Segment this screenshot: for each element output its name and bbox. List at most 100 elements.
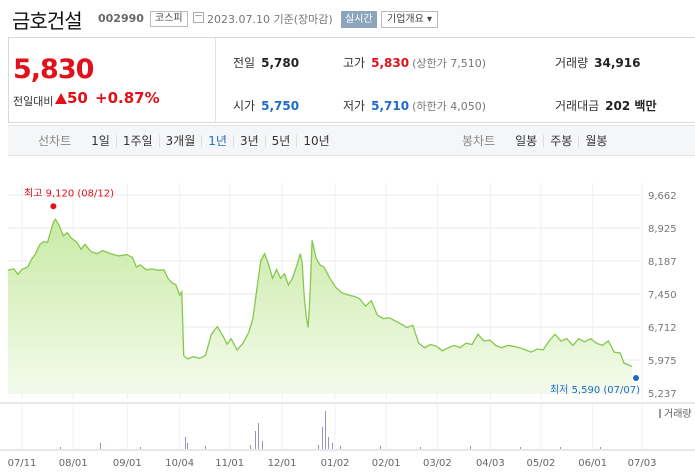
line-chart-periods: 선차트 1일 1주일 3개월 1년 3년 5년 10년 bbox=[38, 126, 336, 155]
high-cell: 고가 5,830 (상한가 7,510) bbox=[343, 54, 486, 71]
volume-bar bbox=[340, 446, 341, 449]
amount-value: 202 백만 bbox=[605, 99, 657, 113]
stock-name: 금호건설 bbox=[12, 9, 83, 33]
line-period-0[interactable]: 1일 bbox=[91, 133, 110, 148]
x-tick-label: 11/01 bbox=[215, 458, 244, 469]
divider bbox=[215, 38, 216, 122]
volume-bar bbox=[60, 447, 61, 449]
amount-label: 거래대금 bbox=[555, 99, 600, 113]
calendar-icon bbox=[193, 12, 204, 23]
volume-bar bbox=[318, 445, 319, 449]
volume-label: 거래량 bbox=[664, 408, 692, 420]
market-badge: 코스피 bbox=[150, 11, 188, 27]
prev-close-value: 5,780 bbox=[261, 56, 300, 70]
stock-code: 002990 bbox=[98, 12, 144, 25]
base-date: 2023.07.10 기준(장마감) bbox=[207, 13, 333, 26]
x-tick-label: 12/01 bbox=[268, 458, 297, 469]
line-period-6[interactable]: 10년 bbox=[296, 134, 335, 147]
high-label: 고가 bbox=[343, 56, 366, 70]
current-price: 5,830 bbox=[13, 54, 94, 85]
x-tick-label: 07/11 bbox=[8, 458, 37, 469]
line-period-1[interactable]: 1주일 bbox=[115, 134, 159, 147]
candle-period-1[interactable]: 주봉 bbox=[543, 134, 578, 147]
line-period-4[interactable]: 3년 bbox=[232, 134, 265, 147]
x-tick-label: 05/02 bbox=[527, 458, 556, 469]
volume-bar bbox=[262, 441, 263, 449]
high-point-marker bbox=[50, 203, 57, 210]
price-area bbox=[8, 219, 632, 393]
y-tick-label: 5,975 bbox=[648, 356, 677, 367]
upper-limit: (상한가 7,510) bbox=[412, 57, 486, 70]
volume-bar bbox=[380, 446, 381, 449]
candle-chart-label: 봉차트 bbox=[462, 134, 496, 148]
line-period-3[interactable]: 1년 bbox=[201, 134, 233, 147]
price-line bbox=[7, 218, 633, 368]
candle-period-2[interactable]: 월봉 bbox=[578, 134, 613, 147]
low-annotation: 최저 5,590 (07/07) bbox=[550, 384, 640, 396]
low-point-marker bbox=[633, 375, 639, 381]
low-value: 5,710 bbox=[371, 99, 410, 113]
realtime-button[interactable]: 실시간 bbox=[341, 11, 377, 28]
line-chart-label: 선차트 bbox=[38, 134, 72, 148]
open-label: 시가 bbox=[233, 99, 256, 113]
volume-bar bbox=[258, 423, 259, 449]
x-tick-label: 01/02 bbox=[321, 458, 350, 469]
candle-period-0[interactable]: 일봉 bbox=[515, 133, 538, 148]
volume-legend-icon bbox=[659, 409, 661, 418]
volume-bar bbox=[250, 445, 251, 449]
price-summary: 5,830 전일대비 50 +0.87% 전일 5,780 고가 5,830 (상한가… bbox=[8, 37, 695, 123]
low-cell: 저가 5,710 (하한가 4,050) bbox=[343, 97, 486, 114]
open-value: 5,750 bbox=[261, 99, 300, 113]
change-label: 전일대비 bbox=[13, 95, 54, 108]
volume-bar bbox=[100, 443, 101, 449]
volume-bar bbox=[470, 446, 471, 449]
change-value: 50 bbox=[67, 89, 88, 107]
volume-bar bbox=[140, 447, 141, 449]
volume-bar bbox=[255, 431, 256, 449]
volume-bar bbox=[420, 447, 421, 449]
y-tick-label: 6,712 bbox=[648, 323, 677, 334]
line-period-2[interactable]: 3개월 bbox=[158, 134, 202, 147]
volume-bar bbox=[520, 447, 521, 449]
y-tick-label: 9,662 bbox=[648, 191, 677, 202]
volume-bar bbox=[332, 443, 333, 449]
high-annotation: 최고 9,120 (08/12) bbox=[24, 187, 114, 199]
stock-header: 금호건설 002990 코스피 2023.07.10 기준(장마감) 실시간 기… bbox=[0, 0, 695, 38]
company-overview-button[interactable]: 기업개요 ▾ bbox=[381, 11, 438, 28]
x-tick-label: 04/03 bbox=[476, 458, 505, 469]
volume-cell: 거래량 34,916 bbox=[555, 54, 640, 71]
up-arrow-icon bbox=[55, 93, 67, 104]
amount-cell: 거래대금 202 백만 bbox=[555, 97, 656, 114]
line-period-5[interactable]: 5년 bbox=[264, 134, 297, 147]
volume-value: 34,916 bbox=[594, 56, 641, 70]
volume-bar bbox=[185, 437, 186, 449]
lower-limit: (하한가 4,050) bbox=[412, 100, 486, 113]
x-tick-label: 06/01 bbox=[578, 458, 607, 469]
volume-bar bbox=[328, 437, 329, 449]
volume-bar bbox=[322, 427, 323, 449]
x-tick-label: 03/02 bbox=[423, 458, 452, 469]
volume-bar bbox=[600, 447, 601, 449]
y-tick-label: 5,237 bbox=[648, 389, 677, 400]
x-tick-label: 10/04 bbox=[165, 458, 194, 469]
candle-chart-periods: 봉차트 일봉 주봉 월봉 bbox=[462, 126, 613, 155]
period-selector: 선차트 1일 1주일 3개월 1년 3년 5년 10년 봉차트 일봉 주봉 월봉 bbox=[8, 125, 695, 156]
prev-close-label: 전일 bbox=[233, 56, 256, 70]
prev-close-cell: 전일 5,780 bbox=[233, 54, 299, 71]
x-tick-label: 07/03 bbox=[628, 458, 657, 469]
low-label: 저가 bbox=[343, 99, 366, 113]
x-tick-label: 02/01 bbox=[372, 458, 401, 469]
y-tick-label: 8,925 bbox=[648, 224, 677, 235]
volume-bar bbox=[325, 411, 326, 449]
volume-bar bbox=[187, 443, 188, 449]
open-cell: 시가 5,750 bbox=[233, 97, 299, 114]
y-tick-label: 7,450 bbox=[648, 290, 677, 301]
x-tick-label: 09/01 bbox=[113, 458, 142, 469]
volume-bar bbox=[205, 446, 206, 449]
volume-label: 거래량 bbox=[555, 56, 589, 70]
y-tick-label: 8,187 bbox=[648, 257, 677, 268]
change-rate: +0.87% bbox=[95, 89, 160, 107]
high-value: 5,830 bbox=[371, 56, 410, 70]
volume-bar bbox=[560, 447, 561, 449]
